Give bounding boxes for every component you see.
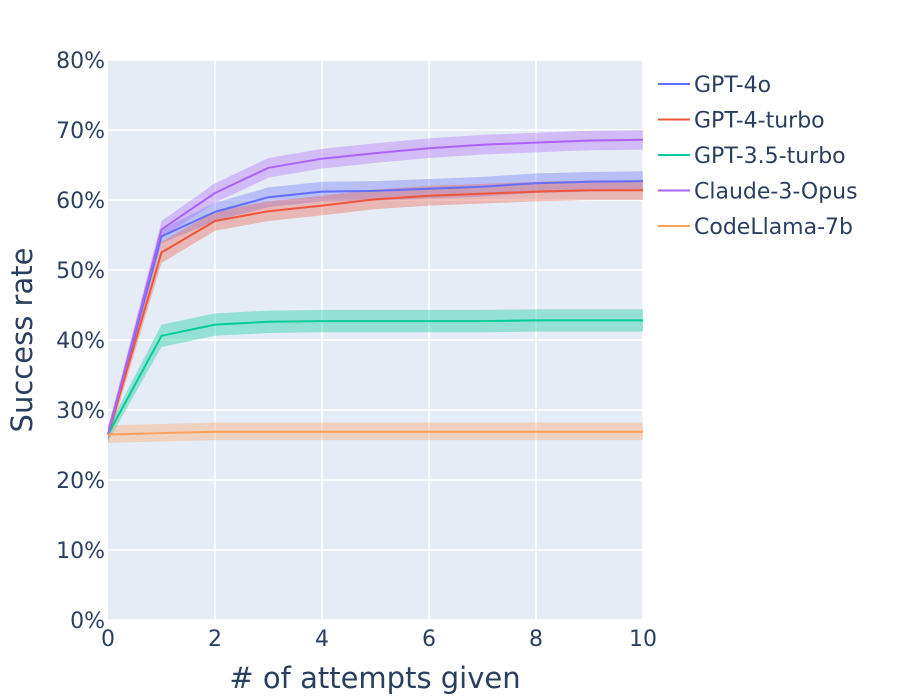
x-tick-label: 0 (101, 627, 115, 652)
x-axis-ticks: 0 2 4 6 8 10 (101, 627, 657, 652)
grid (108, 59, 644, 621)
y-axis-ticks: 0% 10% 20% 30% 40% 50% 60% 70% 80% (56, 49, 105, 634)
x-tick-label: 6 (422, 627, 436, 652)
band-gpt-3-5-turbo (108, 309, 643, 442)
line-codellama-7b (107, 430, 643, 436)
legend-label: CodeLlama-7b (694, 215, 853, 240)
legend-item-gpt-4-turbo[interactable]: GPT-4-turbo (658, 109, 825, 134)
line-gpt-4-turbo (107, 189, 643, 435)
y-axis-title: Success rate (5, 248, 39, 433)
y-tick-label: 80% (56, 49, 105, 74)
x-tick-label: 8 (529, 627, 543, 652)
y-tick-label: 70% (56, 119, 105, 144)
x-axis-title: # of attempts given (229, 661, 520, 695)
line-gpt-4o (107, 180, 644, 435)
y-tick-label: 10% (56, 539, 105, 564)
legend-label: GPT-4o (694, 73, 771, 98)
legend[interactable]: GPT-4o GPT-4-turbo GPT-3.5-turbo Claude-3-O… (658, 73, 858, 240)
legend-item-gpt-4o[interactable]: GPT-4o (658, 73, 771, 98)
line-claude-3-opus (107, 138, 644, 435)
y-tick-label: 60% (56, 189, 105, 214)
x-tick-label: 10 (629, 627, 657, 652)
legend-label: GPT-3.5-turbo (694, 144, 846, 169)
x-tick-label: 2 (208, 627, 222, 652)
legend-item-gpt-3-5-turbo[interactable]: GPT-3.5-turbo (658, 144, 846, 169)
y-tick-label: 50% (56, 259, 105, 284)
series-lines (107, 138, 644, 436)
legend-label: GPT-4-turbo (694, 109, 825, 134)
legend-item-codellama-7b[interactable]: CodeLlama-7b (658, 215, 853, 240)
y-tick-label: 40% (56, 329, 105, 354)
y-tick-label: 0% (70, 609, 105, 634)
legend-item-claude-3-opus[interactable]: Claude-3-Opus (658, 180, 858, 205)
y-tick-label: 20% (56, 469, 105, 494)
legend-label: Claude-3-Opus (694, 180, 858, 205)
y-tick-label: 30% (56, 399, 105, 424)
confidence-bands (108, 130, 643, 443)
line-gpt-3-5-turbo (107, 319, 643, 435)
band-codellama-7b (108, 422, 643, 443)
x-tick-label: 4 (315, 627, 329, 652)
